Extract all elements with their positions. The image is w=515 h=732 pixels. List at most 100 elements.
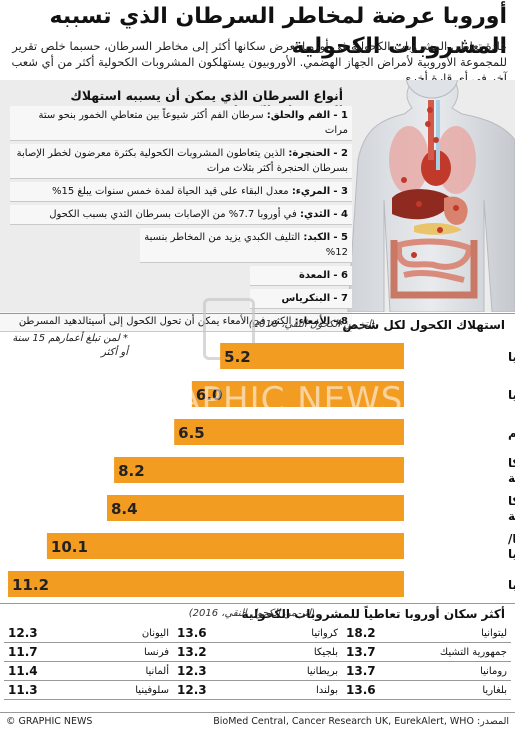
- cancer-item-number: 1 -: [333, 110, 348, 121]
- bar-2: [174, 419, 404, 445]
- cancer-item-number: 4 -: [333, 209, 348, 220]
- table-subtitle: (لتر من الكحول النقي، 2016): [188, 608, 315, 619]
- cancer-item-liver: 5 - الكبد: التليف الكبدي يزيد من المخاطر…: [140, 228, 352, 263]
- table-cell: 12.3 بريطانيا: [173, 662, 342, 681]
- category-label: أستراليا/أوقيانوسيا: [508, 531, 515, 562]
- consumption-bar-chart: 5.2 آسيا 6.0 أفريقيا 6.5 العالم 8.2 أميركاالشما…: [8, 343, 515, 597]
- page-title: أوروبا عرضة لمخاطر السرطان الذي تسببه ال…: [49, 4, 507, 59]
- bar-value-label: 6.0: [196, 386, 223, 404]
- country-name: ليتوانيا: [481, 627, 507, 639]
- cancer-item-number: 8 -: [333, 316, 348, 327]
- cancer-item-name: البنكرياس: [281, 293, 331, 304]
- cancer-item-name: الحنجرة:: [288, 148, 331, 159]
- category-label: آسيا: [508, 349, 515, 364]
- cancer-item-intestines: 8 - الأمعاء: الكثير في الأمعاء يمكن أن ت…: [0, 312, 352, 332]
- bar-3: [114, 457, 405, 483]
- cancer-item-name: الفم والحلق:: [266, 110, 331, 121]
- footer-divider: [0, 712, 515, 713]
- cancer-item-name: المعدة: [298, 270, 331, 281]
- table-row: 12.3 اليونان 13.6 كرواتيا 18.2 ليتوانيا: [4, 624, 511, 643]
- cancer-item-text: الكثير في الأمعاء يمكن أن تحول الكحول إل…: [18, 316, 292, 327]
- category-label: العالم: [508, 426, 515, 440]
- section-divider: [0, 603, 515, 604]
- cancer-item-number: 3 -: [333, 186, 348, 197]
- country-value: 11.3: [8, 683, 38, 697]
- intro-text: عادة تعاطي المشروبات الكحولية في أوروبا …: [11, 39, 507, 85]
- country-value: 12.3: [8, 626, 38, 640]
- table-cell: 11.7 فرنسا: [4, 643, 173, 662]
- cancer-item-esophagus: 3 - المريء: معدل البقاء على قيد الحياة ل…: [10, 182, 352, 202]
- cancer-item-mouth-throat: 1 - الفم والحلق: سرطان الفم أكثر شيوعاً …: [10, 106, 352, 141]
- country-value: 13.6: [177, 626, 207, 640]
- table-cell: 13.6 كرواتيا: [173, 624, 342, 643]
- country-value: 13.2: [177, 645, 207, 659]
- country-value: 12.3: [177, 664, 207, 678]
- cancer-item-text: سرطان الفم أكثر شيوعاً بين متعاطي الخمور…: [38, 110, 348, 136]
- footer-source: المصدر: BioMed Central, Cancer Research …: [213, 716, 509, 727]
- country-name: فرنسا: [143, 646, 169, 658]
- cancer-item-text: الذين يتعاطون المشروبات الكحولية بكثرة م…: [16, 148, 348, 174]
- section-divider: [0, 313, 515, 314]
- bar-value-label: 6.5: [178, 424, 205, 442]
- body-figure-illustration: [347, 80, 515, 312]
- cancer-types-list: 1 - الفم والحلق: سرطان الفم أكثر شيوعاً …: [0, 106, 352, 335]
- country-name: بولندا: [315, 684, 338, 696]
- category-label: أميركاالشمالية: [508, 455, 515, 485]
- cancer-item-name: الكبد:: [303, 232, 331, 243]
- table-cell: 13.2 بلجيكا: [173, 643, 342, 662]
- cancer-item-name: الأمعاء:: [294, 316, 331, 327]
- table-row: 11.4 ألمانيا 12.3 بريطانيا 13.7 رومانيا: [4, 662, 511, 681]
- footer-credit: © GRAPHIC NEWS: [6, 716, 93, 727]
- country-value: 13.7: [346, 664, 376, 678]
- chart-footnote: * لمن تبلغ أعمارهم 15 سنة أو أكثر: [12, 333, 128, 358]
- chart-subtitle: (لتر من الكحول النقي، 2010): [248, 319, 375, 330]
- table-row: 11.7 فرنسا 13.2 بلجيكا 13.7 جمهورية التشيك: [4, 643, 511, 662]
- table-cell: 11.4 ألمانيا: [4, 662, 173, 681]
- country-name: جمهورية التشيك: [439, 646, 507, 658]
- cancer-item-name: الثدي:: [299, 209, 331, 220]
- footer: © GRAPHIC NEWS المصدر: BioMed Central, C…: [0, 714, 515, 732]
- bar-4: [107, 495, 404, 521]
- country-value: 18.2: [346, 626, 376, 640]
- table-cell: 18.2 ليتوانيا: [342, 624, 511, 643]
- table-title: أكثر سكان أوروبا تعاطياً للمشروبات الكحو…: [241, 607, 505, 621]
- bar-value-label: 5.2: [224, 348, 251, 366]
- chart-title: استهلاك الكحول لكل شخص*: [336, 318, 505, 332]
- cancer-item-name: المريء:: [291, 186, 331, 197]
- country-value: 11.4: [8, 664, 38, 678]
- category-label: أوروبا: [508, 577, 515, 593]
- bar-value-label: 10.1: [51, 538, 88, 556]
- bar-value-label: 11.2: [12, 576, 49, 594]
- table-cell: 13.7 رومانيا: [342, 662, 511, 681]
- category-label: أفريقيا: [508, 387, 515, 402]
- table-cell: 13.7 جمهورية التشيك: [342, 643, 511, 662]
- bar-6: [8, 571, 404, 597]
- country-name: رومانيا: [480, 665, 507, 677]
- country-name: اليونان: [141, 627, 169, 639]
- table-cell: 12.3 بولندا: [173, 681, 342, 700]
- bar-1: [191, 381, 404, 407]
- country-value: 12.3: [177, 683, 207, 697]
- cancer-item-number: 2 -: [333, 148, 348, 159]
- country-name: بريطانيا: [306, 665, 338, 677]
- bar-0: [220, 343, 404, 369]
- table-cell: 11.3 سلوفينيا: [4, 681, 173, 700]
- bar-5: [46, 533, 405, 559]
- cancer-item-number: 7 -: [333, 293, 348, 304]
- category-label: أميركاالجنوبية: [508, 493, 515, 524]
- country-name: كرواتيا: [311, 627, 338, 639]
- country-name: بلجيكا: [313, 646, 338, 658]
- country-value: 13.6: [346, 683, 376, 697]
- bar-value-label: 8.2: [118, 462, 145, 480]
- country-consumption-table: 12.3 اليونان 13.6 كرواتيا 18.2 ليتوانيا 11.7 فر…: [4, 624, 511, 700]
- table-row: 11.3 سلوفينيا 12.3 بولندا 13.6 بلغاريا: [4, 681, 511, 700]
- cancer-item-number: 6 -: [333, 270, 348, 281]
- country-value: 13.7: [346, 645, 376, 659]
- cancer-item-text: في أوروبا 7.7% من الإصابات بسرطان الثدي …: [49, 209, 297, 220]
- cancer-item-breast: 4 - الثدي: في أوروبا 7.7% من الإصابات بس…: [10, 205, 352, 225]
- table-cell: 12.3 اليونان: [4, 624, 173, 643]
- cancer-item-text: معدل البقاء على قيد الحياة لمدة خمس سنوا…: [51, 186, 289, 197]
- table-cell: 13.6 بلغاريا: [342, 681, 511, 700]
- cancer-item-pancreas: 7 - البنكرياس: [250, 289, 352, 309]
